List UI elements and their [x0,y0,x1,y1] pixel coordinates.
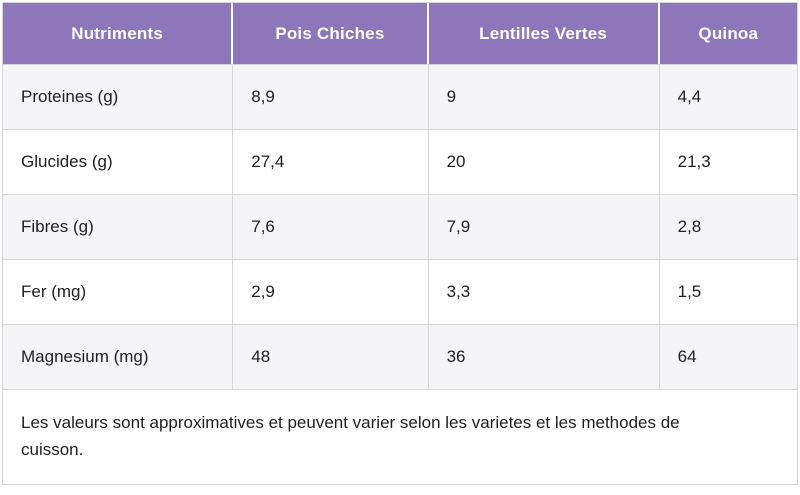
value-cell: 36 [428,324,660,389]
row-label: Fibres (g) [3,194,234,259]
table-row: Fibres (g) 7,6 7,9 2,8 [3,194,797,259]
row-label: Magnesium (mg) [3,324,234,389]
value-cell: 2,8 [659,194,797,259]
table-row: Magnesium (mg) 48 36 64 [3,324,797,389]
header-cell-pois-chiches: Pois Chiches [233,3,429,64]
value-cell: 9 [428,64,660,129]
header-cell-quinoa: Quinoa [659,3,797,64]
table-body: Proteines (g) 8,9 9 4,4 Glucides (g) 27,4 20 21… [3,64,797,389]
table-footer: Les valeurs sont approximatives et peuve… [3,389,797,485]
value-cell: 48 [233,324,429,389]
value-cell: 4,4 [659,64,797,129]
value-cell: 3,3 [428,259,660,324]
value-cell: 27,4 [233,129,429,194]
footnote-row: Les valeurs sont approximatives et peuve… [3,389,797,485]
value-cell: 20 [428,129,660,194]
row-label: Glucides (g) [3,129,234,194]
value-cell: 7,9 [428,194,660,259]
value-cell: 64 [659,324,797,389]
nutrition-table-container: Nutriments Pois Chiches Lentilles Vertes… [2,2,798,486]
value-cell: 8,9 [233,64,429,129]
value-cell: 2,9 [233,259,429,324]
nutrition-table: Nutriments Pois Chiches Lentilles Vertes… [3,3,797,485]
header-cell-nutriments: Nutriments [3,3,234,64]
table-footnote: Les valeurs sont approximatives et peuve… [3,389,797,485]
table-header: Nutriments Pois Chiches Lentilles Vertes… [3,3,797,64]
header-cell-lentilles-vertes: Lentilles Vertes [428,3,660,64]
value-cell: 1,5 [659,259,797,324]
table-row: Glucides (g) 27,4 20 21,3 [3,129,797,194]
value-cell: 7,6 [233,194,429,259]
header-row: Nutriments Pois Chiches Lentilles Vertes… [3,3,797,64]
value-cell: 21,3 [659,129,797,194]
table-row: Fer (mg) 2,9 3,3 1,5 [3,259,797,324]
row-label: Proteines (g) [3,64,234,129]
table-row: Proteines (g) 8,9 9 4,4 [3,64,797,129]
row-label: Fer (mg) [3,259,234,324]
